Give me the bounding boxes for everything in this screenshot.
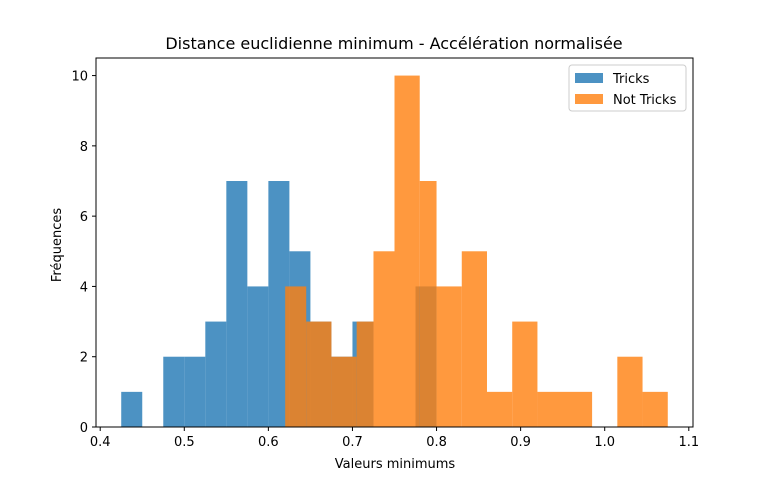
bar-not-tricks-2 xyxy=(331,356,357,427)
y-axis: 0 2 4 6 8 10 xyxy=(71,70,96,436)
bar-not-tricks-6 xyxy=(419,181,437,427)
bar-not-tricks-3 xyxy=(356,321,374,427)
bar-tricks-4 xyxy=(205,321,227,427)
chart-title: Distance euclidienne minimum - Accélérat… xyxy=(165,34,622,53)
y-tick-label-4: 8 xyxy=(80,140,88,155)
bar-tricks-3 xyxy=(184,356,206,427)
bar-not-tricks-7 xyxy=(436,286,462,427)
bar-not-tricks-13 xyxy=(617,356,643,427)
y-axis-title: Fréquences xyxy=(50,208,65,282)
bar-not-tricks-10 xyxy=(512,321,538,427)
bar-tricks-7 xyxy=(268,181,290,427)
legend: Tricks Not Tricks xyxy=(568,64,687,112)
x-tick-label-7: 1.1 xyxy=(678,435,699,450)
x-tick-label-5: 0.9 xyxy=(510,435,531,450)
bar-not-tricks-14 xyxy=(642,391,668,427)
y-tick-label-0: 0 xyxy=(80,421,88,436)
y-tick-label-5: 10 xyxy=(71,70,88,85)
legend-swatch-not-tricks xyxy=(575,94,603,104)
x-axis: 0.4 0.5 0.6 0.7 0.8 0.9 1.0 1.1 xyxy=(90,427,699,450)
bar-not-tricks-5 xyxy=(394,75,420,428)
x-tick-label-4: 0.8 xyxy=(426,435,447,450)
legend-swatch-tricks xyxy=(575,73,603,83)
y-tick-label-1: 2 xyxy=(80,351,88,366)
bar-not-tricks-4 xyxy=(373,251,395,427)
x-tick-label-2: 0.6 xyxy=(258,435,279,450)
x-tick-label-6: 1.0 xyxy=(594,435,615,450)
bar-tricks-6 xyxy=(247,286,269,427)
bar-not-tricks-1 xyxy=(306,321,332,427)
y-tick-label-3: 6 xyxy=(80,210,88,225)
bars-layer xyxy=(121,75,668,428)
x-tick-label-1: 0.5 xyxy=(174,435,195,450)
bar-tricks-5 xyxy=(226,181,248,427)
y-tick-label-2: 4 xyxy=(80,280,88,295)
bar-not-tricks-0 xyxy=(285,286,307,427)
plot-frame xyxy=(95,57,694,428)
legend-label-not-tricks: Not Tricks xyxy=(613,93,677,108)
x-tick-label-3: 0.7 xyxy=(342,435,363,450)
bar-not-tricks-8 xyxy=(461,251,487,427)
x-axis-title: Valeurs minimums xyxy=(335,457,456,472)
bar-not-tricks-11 xyxy=(537,391,593,427)
x-tick-label-0: 0.4 xyxy=(90,435,111,450)
bar-tricks-2 xyxy=(163,356,185,427)
legend-label-tricks: Tricks xyxy=(612,72,650,87)
bar-not-tricks-9 xyxy=(486,391,513,427)
bar-tricks-0 xyxy=(121,391,143,427)
